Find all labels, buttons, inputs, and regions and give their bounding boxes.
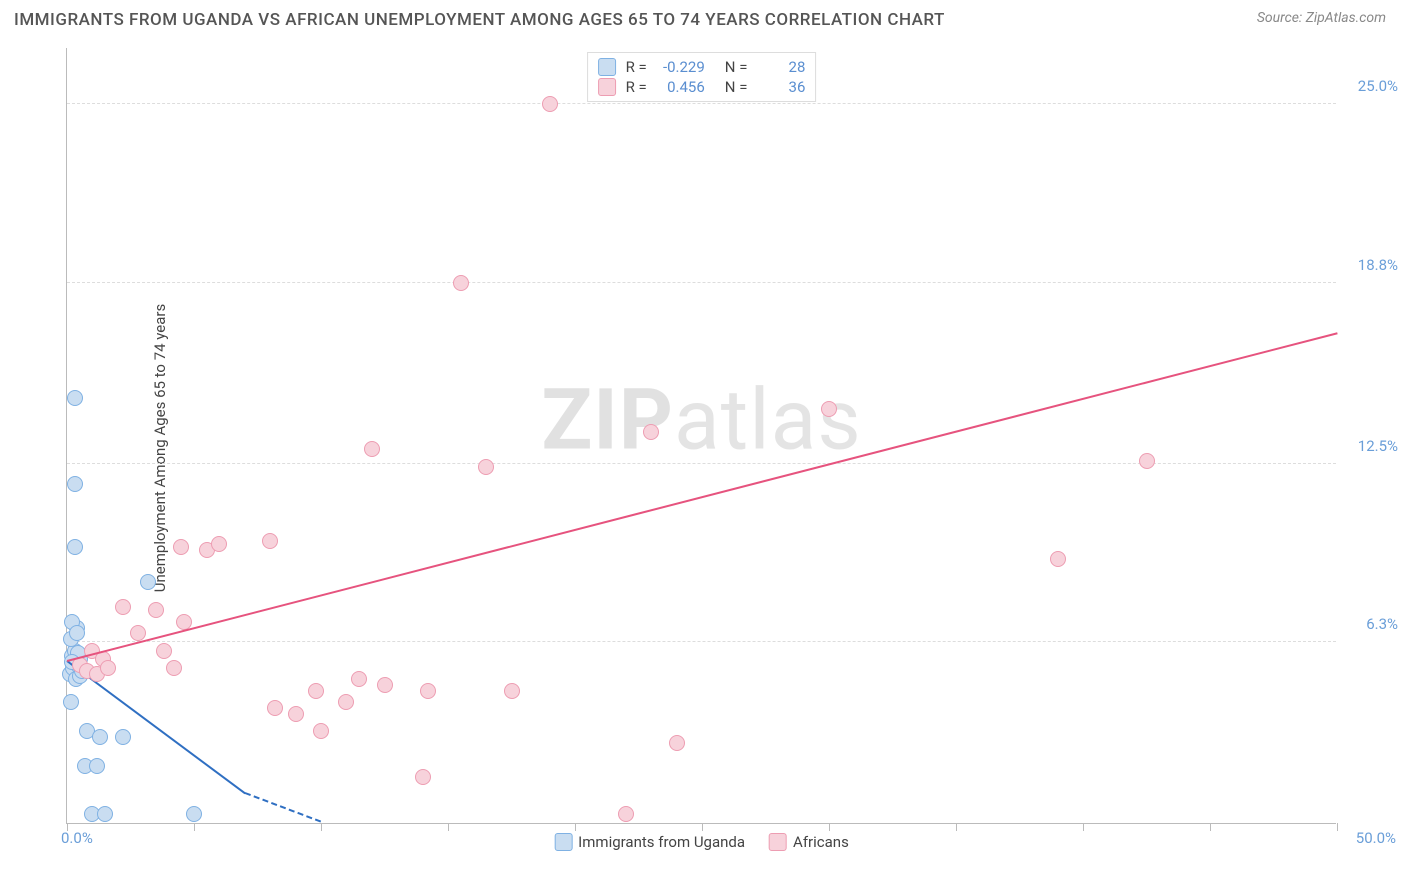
data-point [130, 625, 146, 641]
data-point [338, 694, 354, 710]
source-label: Source: ZipAtlas.com [1257, 10, 1386, 26]
header: IMMIGRANTS FROM UGANDA VS AFRICAN UNEMPL… [0, 0, 1406, 36]
data-point [453, 275, 469, 291]
legend-item: Africans [769, 833, 849, 851]
data-point [415, 769, 431, 785]
data-point [313, 723, 329, 739]
x-tick [1210, 823, 1211, 831]
x-tick [575, 823, 576, 831]
n-label: N = [725, 78, 748, 96]
correlation-legend: R = -0.229 N = 28 R = 0.456 N = 36 [587, 52, 817, 102]
x-tick [448, 823, 449, 831]
chart-title: IMMIGRANTS FROM UGANDA VS AFRICAN UNEMPL… [14, 10, 945, 30]
x-tick [829, 823, 830, 831]
legend-label: Immigrants from Uganda [578, 833, 745, 851]
data-point [351, 671, 367, 687]
data-point [420, 683, 436, 699]
x-tick [702, 823, 703, 831]
data-point [377, 677, 393, 693]
data-point [89, 758, 105, 774]
data-point [67, 390, 83, 406]
data-point [643, 424, 659, 440]
y-tick-label: 18.8% [1358, 256, 1398, 274]
data-point [618, 806, 634, 822]
legend-swatch [598, 58, 616, 76]
data-point [148, 602, 164, 618]
x-tick [194, 823, 195, 831]
data-point [308, 683, 324, 699]
n-label: N = [725, 58, 748, 76]
data-point [92, 729, 108, 745]
r-value: 0.456 [653, 78, 705, 96]
data-point [67, 539, 83, 555]
plot-region: ZIPatlas R =-0.229N =28R =0.456N =36 Imm… [66, 48, 1336, 824]
legend-swatch [598, 78, 616, 96]
trend-line-dashed [244, 792, 321, 823]
x-tick [321, 823, 322, 831]
data-point [186, 806, 202, 822]
r-label: R = [626, 58, 647, 76]
data-point [115, 599, 131, 615]
data-point [69, 625, 85, 641]
legend-label: Africans [793, 833, 849, 851]
series-legend: Immigrants from Uganda Africans [554, 833, 849, 851]
data-point [166, 660, 182, 676]
legend-row: R = 0.456 N = 36 [598, 77, 806, 97]
data-point [821, 401, 837, 417]
x-tick [1337, 823, 1338, 831]
data-point [478, 459, 494, 475]
x-tick [1083, 823, 1084, 831]
watermark: ZIPatlas [541, 371, 861, 470]
x-tick [956, 823, 957, 831]
data-point [1050, 551, 1066, 567]
x-max-label: 50.0% [1356, 829, 1396, 847]
data-point [63, 694, 79, 710]
legend-row: R = -0.229 N = 28 [598, 57, 806, 77]
y-tick-label: 25.0% [1358, 77, 1398, 95]
x-origin-label: 0.0% [61, 829, 93, 847]
data-point [288, 706, 304, 722]
gridline [67, 103, 1336, 104]
trend-line [67, 332, 1337, 662]
data-point [504, 683, 520, 699]
data-point [364, 441, 380, 457]
r-value: -0.229 [653, 58, 705, 76]
data-point [211, 536, 227, 552]
n-value: 36 [753, 78, 805, 96]
data-point [156, 643, 172, 659]
data-point [100, 660, 116, 676]
r-label: R = [626, 78, 647, 96]
data-point [669, 735, 685, 751]
data-point [542, 96, 558, 112]
legend-swatch [554, 833, 572, 851]
y-tick-label: 12.5% [1358, 437, 1398, 455]
chart-area: Unemployment Among Ages 65 to 74 years Z… [44, 48, 1394, 848]
gridline [67, 641, 1336, 642]
data-point [97, 806, 113, 822]
y-tick-label: 6.3% [1366, 615, 1398, 633]
data-point [262, 533, 278, 549]
data-point [267, 700, 283, 716]
data-point [173, 539, 189, 555]
gridline [67, 282, 1336, 283]
data-point [140, 574, 156, 590]
data-point [67, 476, 83, 492]
legend-swatch [769, 833, 787, 851]
data-point [115, 729, 131, 745]
legend-item: Immigrants from Uganda [554, 833, 745, 851]
data-point [1139, 453, 1155, 469]
n-value: 28 [753, 58, 805, 76]
